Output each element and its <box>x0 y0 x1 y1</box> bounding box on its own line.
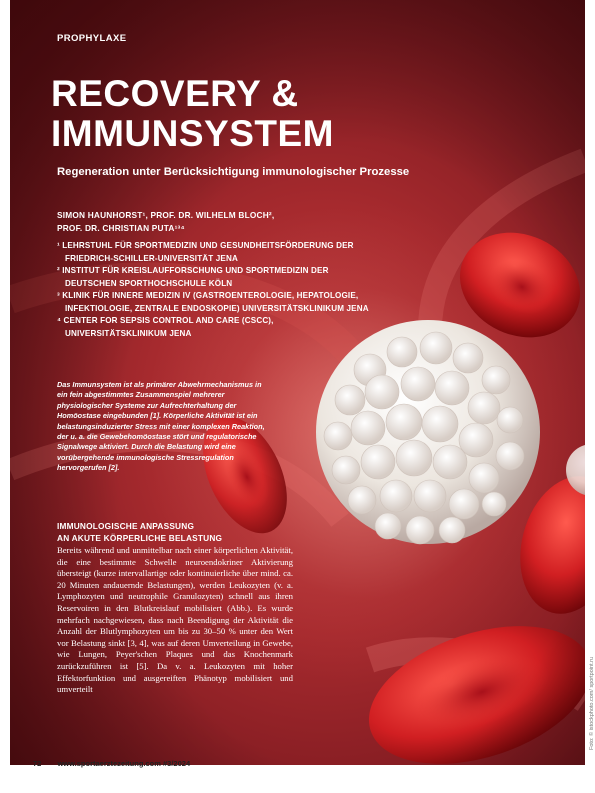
authors-line-2: PROF. DR. CHRISTIAN PUTA¹³⁴ <box>57 222 274 235</box>
intro-paragraph: Das Immunsystem ist als primärer Abwehrm… <box>57 380 267 474</box>
section-label: PROPHYLAXE <box>57 33 126 44</box>
footer-url: www.sportaerztezeitung.com #3/2024 <box>57 759 190 768</box>
page-number: 72 <box>33 759 41 768</box>
heading-line-1: IMMUNOLOGISCHE ANPASSUNG <box>57 521 287 533</box>
article-title: RECOVERY & IMMUNSYSTEM <box>51 74 334 154</box>
affiliation-item: ² INSTITUT FÜR KREISLAUFFORSCHUNG UND SP… <box>57 265 377 290</box>
authors-line-1: SIMON HAUNHORST¹, PROF. DR. WILHELM BLOC… <box>57 209 274 222</box>
title-line-2: IMMUNSYSTEM <box>51 113 334 154</box>
heading-line-2: AN AKUTE KÖRPERLICHE BELASTUNG <box>57 533 287 545</box>
affiliation-item: ³ KLINIK FÜR INNERE MEDIZIN IV (GASTROEN… <box>57 290 377 315</box>
page-footer: 72 www.sportaerztezeitung.com #3/2024 <box>33 759 190 768</box>
body-paragraph: Bereits während und unmittelbar nach ein… <box>57 545 293 696</box>
affiliation-item: ¹ LEHRSTUHL FÜR SPORTMEDIZIN UND GESUNDH… <box>57 240 377 265</box>
article-subtitle: Regeneration unter Berücksichtigung immu… <box>57 166 409 178</box>
affiliation-list: ¹ LEHRSTUHL FÜR SPORTMEDIZIN UND GESUNDH… <box>57 240 377 340</box>
section-heading: IMMUNOLOGISCHE ANPASSUNG AN AKUTE KÖRPER… <box>57 521 287 544</box>
affiliation-item: ⁴ CENTER FOR SEPSIS CONTROL AND CARE (CS… <box>57 315 377 340</box>
title-line-1: RECOVERY & <box>51 73 299 114</box>
photo-credit: Foto: © istockphoto.com/ sportpoint.ru <box>589 657 595 750</box>
author-list: SIMON HAUNHORST¹, PROF. DR. WILHELM BLOC… <box>57 209 274 235</box>
